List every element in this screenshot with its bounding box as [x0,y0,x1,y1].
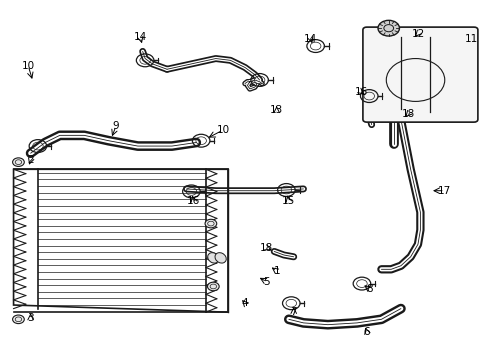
Text: 5: 5 [264,277,270,287]
Text: 10: 10 [217,125,230,135]
Text: 11: 11 [465,34,478,44]
Text: 9: 9 [113,121,119,131]
Text: 10: 10 [22,61,35,71]
Text: 12: 12 [411,28,425,39]
Text: 16: 16 [187,197,200,206]
FancyBboxPatch shape [363,27,478,122]
Text: 1: 1 [273,266,280,276]
Text: 18: 18 [402,109,415,119]
Ellipse shape [208,253,219,263]
Text: 15: 15 [282,197,295,206]
Text: 2: 2 [27,156,34,165]
Text: 6: 6 [364,327,370,337]
Ellipse shape [215,253,226,263]
Text: 4: 4 [242,298,248,308]
Text: 13: 13 [270,105,283,115]
Circle shape [13,158,24,166]
Text: 7: 7 [291,307,297,317]
Text: 18: 18 [260,243,273,253]
Circle shape [13,315,24,324]
Circle shape [205,219,217,228]
Text: 14: 14 [134,32,147,42]
Text: 14: 14 [304,34,318,44]
Text: 17: 17 [438,186,451,196]
Text: 8: 8 [366,284,372,294]
Circle shape [378,20,399,36]
Text: 16: 16 [355,87,368,98]
Text: 3: 3 [27,312,34,323]
Circle shape [207,282,219,291]
